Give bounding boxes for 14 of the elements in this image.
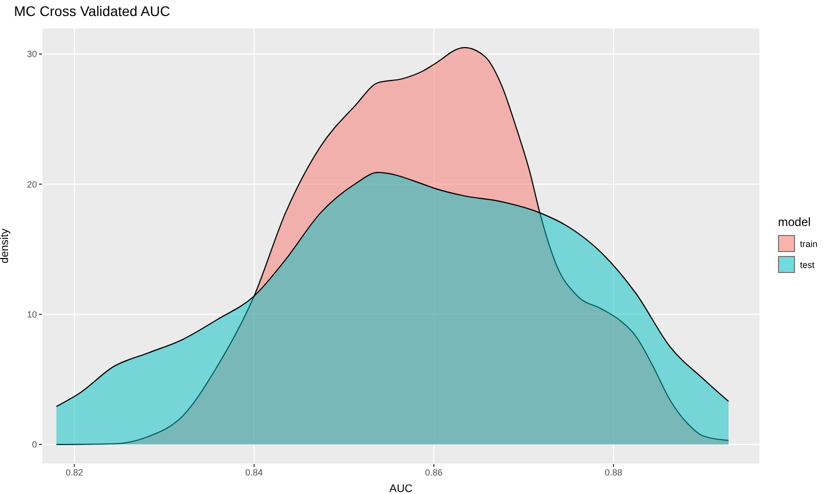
chart-title: MC Cross Validated AUC <box>14 3 170 19</box>
y-tick-label: 0 <box>32 440 37 450</box>
y-tick-label: 30 <box>26 49 37 60</box>
legend-label: train <box>800 238 818 248</box>
legend-title: model <box>778 215 812 229</box>
x-tick-label: 0.84 <box>245 467 263 478</box>
x-tick-label: 0.88 <box>604 467 622 478</box>
y-axis-title: density <box>0 228 11 264</box>
x-tick-label: 0.82 <box>66 467 84 478</box>
x-axis-title: AUC <box>389 483 413 494</box>
x-tick-label: 0.86 <box>425 467 443 478</box>
legend-label: test <box>800 260 815 270</box>
y-tick-label: 10 <box>26 310 37 320</box>
y-tick-label: 20 <box>26 179 37 190</box>
